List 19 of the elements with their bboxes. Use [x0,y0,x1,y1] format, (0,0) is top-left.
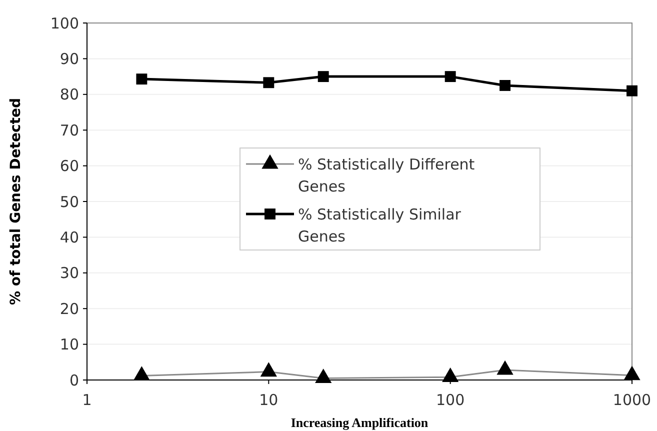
y-tick-label: 80 [60,86,79,104]
legend-label: % Statistically Similar Genes [298,205,462,246]
x-tick-label: 1000 [612,391,652,409]
x-tick-label: 1 [82,391,92,409]
y-tick-label: 20 [60,300,79,318]
legend-label: % Statistically Different Genes [298,155,475,196]
x-tick-label: 10 [259,391,278,409]
y-axis-title: % of total Genes Detected [8,98,24,306]
y-tick-label: 30 [60,264,79,282]
y-tick-label: 40 [60,228,79,246]
y-tick-label: 10 [60,336,79,354]
y-tick-label: 70 [60,121,79,140]
x-tick-label: 100 [436,391,465,409]
y-tick-label: 100 [50,14,79,32]
y-tick-label: 0 [69,371,79,390]
y-tick-label: 60 [60,157,79,176]
x-axis-title: Increasing Amplification [290,415,429,430]
y-tick-label: 90 [60,50,79,68]
y-tick-label: 50 [60,192,79,211]
